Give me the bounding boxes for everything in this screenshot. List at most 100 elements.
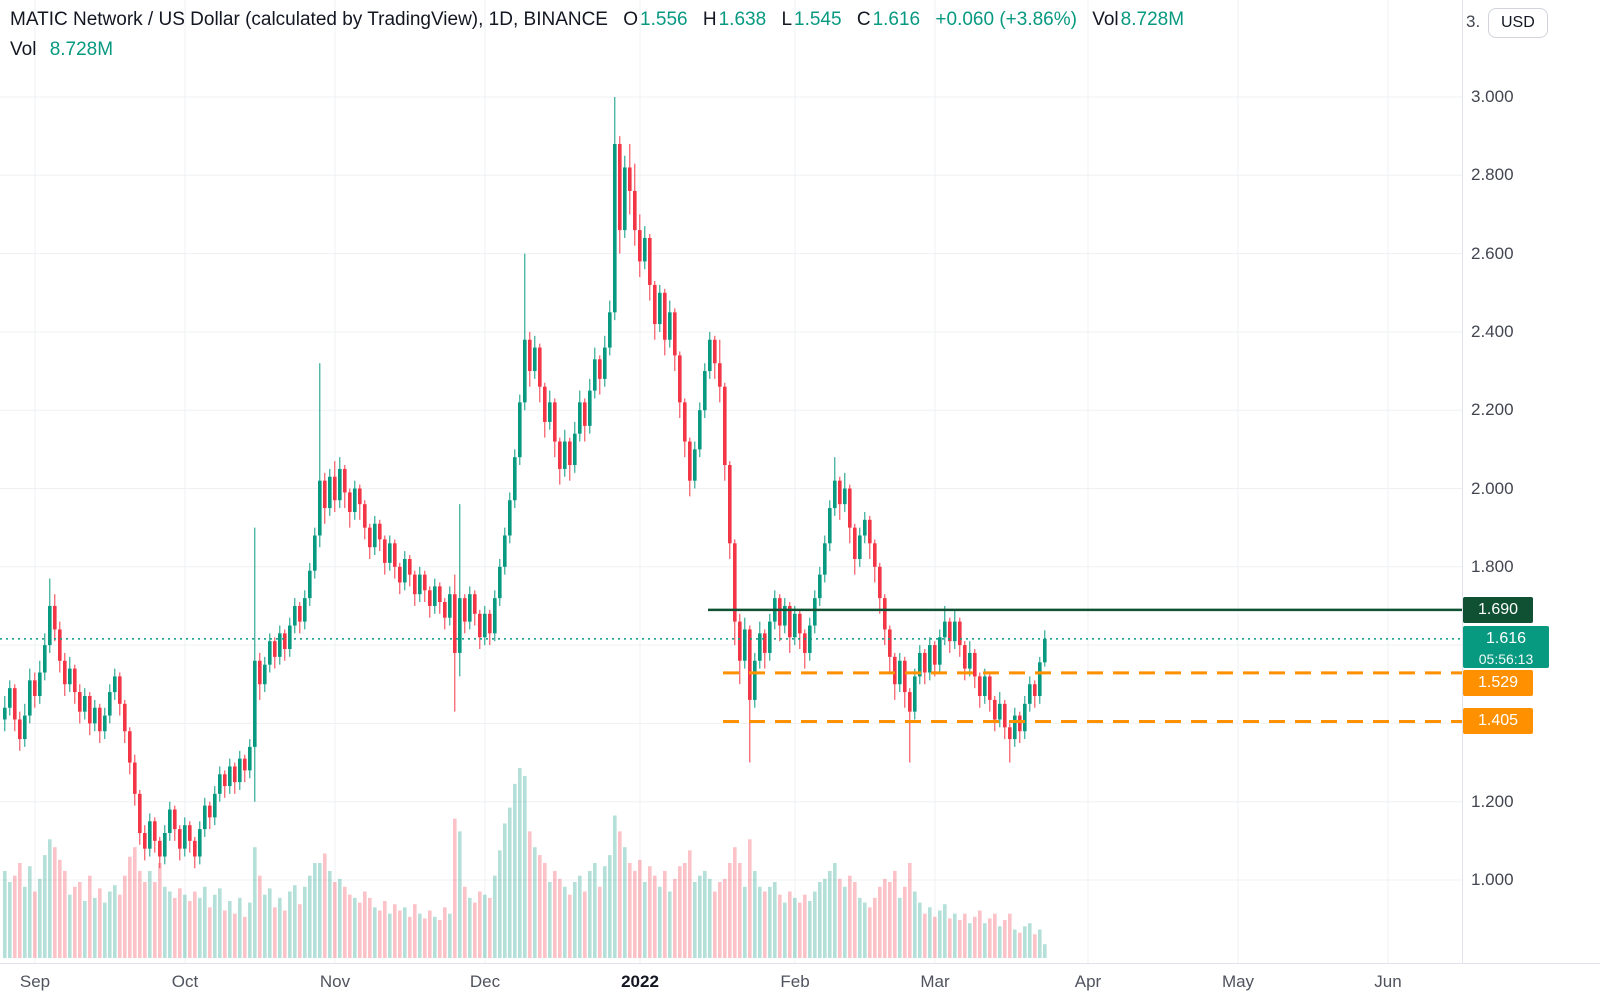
volume-bar (1038, 929, 1042, 958)
candle-body (538, 347, 542, 387)
volume-bar (223, 910, 227, 958)
currency-toggle-button[interactable]: USD (1488, 8, 1548, 38)
volume-bar (423, 918, 427, 958)
volume-bar (218, 888, 222, 958)
symbol-title[interactable]: MATIC Network / US Dollar (calculated by… (10, 9, 608, 30)
candle-body (198, 829, 202, 857)
candle-body (298, 605, 302, 622)
volume-bar (778, 894, 782, 958)
candle-body (908, 692, 912, 712)
candle-body (348, 492, 352, 512)
price-tag-value: 1.616 (1485, 629, 1527, 647)
candle-body (278, 633, 282, 657)
price-tag-value: 1.529 (1477, 673, 1519, 691)
volume-bar (998, 926, 1002, 958)
candle-body (128, 731, 132, 763)
candle-body (618, 143, 622, 231)
candle-body (573, 433, 577, 466)
candle-body (283, 633, 287, 650)
volume-bar (573, 882, 577, 958)
volume-bar (1033, 934, 1037, 958)
candle-body (613, 143, 617, 313)
volume-bar (53, 847, 57, 958)
volume-bar (368, 897, 372, 958)
candle-body (203, 805, 207, 830)
volume-bar (688, 850, 692, 958)
volume-bar (188, 901, 192, 958)
candle-body (863, 519, 867, 536)
candle-body (193, 840, 197, 857)
candle-body (703, 371, 707, 411)
candle-body (53, 605, 57, 630)
volume-bar (438, 920, 442, 958)
volume-bar (298, 904, 302, 958)
volume-bar (598, 886, 602, 958)
candle-body (963, 645, 967, 669)
volume-bar (58, 859, 62, 958)
volume-bar (488, 897, 492, 958)
time-tick-2022: 2022 (621, 972, 659, 991)
candle-body (183, 825, 187, 849)
candle-body (468, 594, 472, 622)
volume-bar (478, 891, 482, 958)
time-axis[interactable]: Sep Oct Nov Dec 2022 Feb Mar Apr May Jun (0, 964, 1462, 1004)
volume-bar (628, 863, 632, 958)
candle-body (648, 237, 652, 285)
vol-indicator-label[interactable]: Vol (10, 39, 37, 60)
candle-body (653, 284, 657, 325)
volume-bar (358, 902, 362, 958)
volume-layer (3, 768, 1047, 958)
volume-bar (163, 886, 167, 958)
price-tag-1.405: 1.405 (1463, 708, 1533, 735)
candle-body (403, 558, 407, 583)
price-chart-canvas[interactable] (0, 0, 1462, 963)
volume-bar (403, 907, 407, 958)
candle-body (323, 480, 327, 509)
candle-body (268, 641, 272, 665)
candle-body (58, 629, 62, 661)
candle-body (693, 449, 697, 481)
price-tick-1.000: 1.000 (1471, 870, 1514, 889)
volume-bar (303, 886, 307, 958)
candle-body (148, 821, 152, 849)
candle-body (208, 805, 212, 818)
price-tag-1.616: 1.616 05:56:13 (1463, 625, 1549, 668)
header-vol-value: 8.728M (1120, 9, 1185, 30)
price-tick-2.200: 2.200 (1471, 400, 1514, 420)
candle-body (503, 535, 507, 567)
volume-bar (208, 907, 212, 958)
price-tick-3.000: 3.000 (1471, 87, 1514, 106)
candle-body (958, 621, 962, 646)
volume-bar (728, 863, 732, 958)
candle-body (28, 680, 32, 716)
candle-body (733, 543, 737, 622)
volume-bar (103, 902, 107, 958)
volume-bar (568, 894, 572, 958)
volume-bar (738, 863, 742, 958)
candle-body (698, 410, 702, 450)
volume-bar (548, 882, 552, 958)
price-axis[interactable]: 3.000 2.800 2.600 2.400 2.200 2.000 1.800 1.200… (1463, 0, 1600, 963)
volume-bar (3, 870, 7, 958)
volume-bar (753, 870, 757, 958)
candle-body (383, 539, 387, 563)
volume-bar (913, 891, 917, 958)
candle-body (333, 476, 337, 501)
volume-bar (708, 878, 712, 958)
volume-bar (838, 878, 842, 958)
candle-body (998, 703, 1002, 720)
volume-bar (673, 878, 677, 958)
volume-bar (818, 882, 822, 958)
volume-bar (698, 875, 702, 958)
volume-bar (63, 870, 67, 958)
price-axis-separator (1462, 0, 1463, 963)
candle-body (663, 292, 667, 340)
candle-body (253, 660, 257, 747)
candle-body (493, 598, 497, 634)
candle-body (398, 566, 402, 583)
candle-body (523, 339, 527, 403)
time-tick-sep: Sep (19, 972, 51, 991)
candle-body (473, 594, 477, 614)
volume-bar (768, 886, 772, 958)
volume-bar (558, 878, 562, 958)
